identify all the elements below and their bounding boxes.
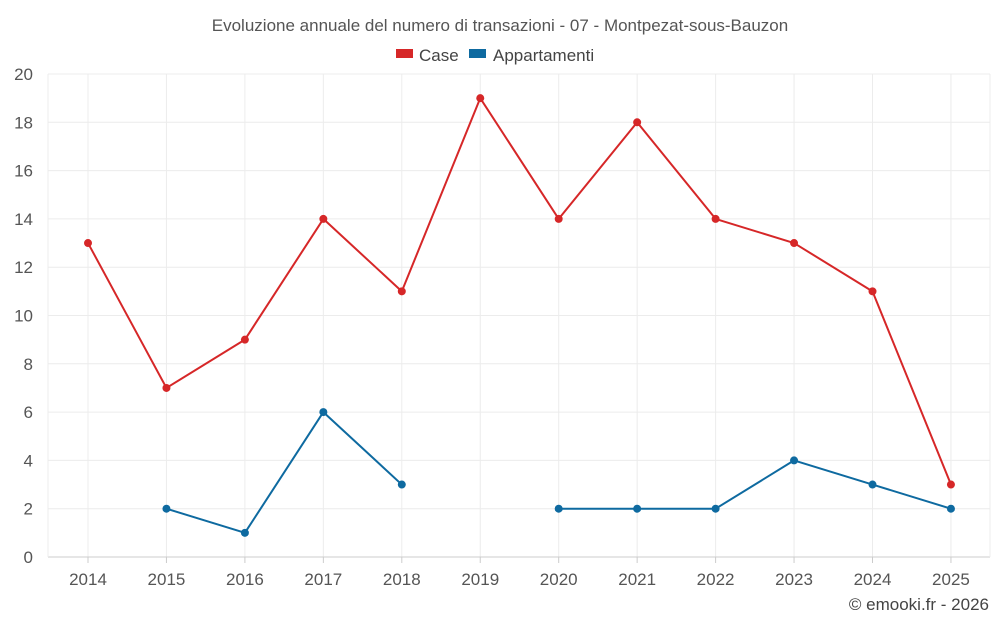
legend-swatch-case <box>396 49 413 58</box>
legend: Case Appartamenti <box>396 46 594 65</box>
data-point-case <box>84 239 92 248</box>
y-tick-label: 6 <box>24 403 33 422</box>
data-point-case <box>711 214 720 223</box>
y-tick-label: 0 <box>24 548 33 567</box>
series-line-appartamenti <box>166 411 403 534</box>
data-point-case <box>633 118 642 127</box>
data-point-appartamenti <box>633 504 642 513</box>
x-axis: 2014 2015 2016 2017 2018 2019 2020 2021 2022 2023… <box>69 570 970 589</box>
x-tick-label: 2017 <box>304 570 342 589</box>
data-point-appartamenti <box>711 504 720 513</box>
data-point-case <box>868 287 877 296</box>
chart-title: Evoluzione annuale del numero di transaz… <box>212 16 788 35</box>
data-point-appartamenti <box>319 408 328 417</box>
data-point-appartamenti <box>397 480 406 489</box>
x-tick-label: 2019 <box>461 570 499 589</box>
data-point-appartamenti <box>240 528 249 537</box>
credit-text: © emooki.fr - 2026 <box>849 595 989 614</box>
y-tick-label: 8 <box>24 355 33 374</box>
x-tick-label: 2014 <box>69 570 107 589</box>
x-tick-label: 2022 <box>697 570 735 589</box>
series-group <box>84 94 955 537</box>
data-point-case <box>240 335 249 344</box>
data-point-case <box>946 480 955 489</box>
data-point-appartamenti <box>790 456 799 465</box>
y-tick-label: 18 <box>14 113 33 132</box>
y-tick-label: 20 <box>14 65 33 84</box>
data-point-appartamenti <box>868 480 877 489</box>
x-tick-label: 2020 <box>540 570 578 589</box>
x-tick-label: 2024 <box>854 570 892 589</box>
y-tick-label: 4 <box>24 451 33 470</box>
data-point-appartamenti <box>946 504 955 513</box>
legend-label-case: Case <box>419 46 459 65</box>
x-tick-label: 2023 <box>775 570 813 589</box>
data-point-appartamenti <box>554 504 563 513</box>
grid <box>47 73 991 563</box>
y-axis: 0 2 4 6 8 10 12 14 16 18 20 <box>14 65 33 567</box>
legend-label-appartamenti: Appartamenti <box>493 46 594 65</box>
data-point-case <box>790 239 799 248</box>
data-point-case <box>319 214 328 223</box>
legend-swatch-appartamenti <box>469 49 486 58</box>
data-point-case <box>162 383 171 392</box>
y-tick-label: 12 <box>14 258 33 277</box>
y-tick-label: 10 <box>14 307 33 326</box>
data-point-case <box>397 287 406 296</box>
data-point-case <box>476 94 485 103</box>
y-tick-label: 16 <box>14 162 33 181</box>
x-tick-label: 2025 <box>932 570 970 589</box>
series-line-case <box>87 97 952 485</box>
data-point-appartamenti <box>162 504 171 513</box>
x-tick-label: 2016 <box>226 570 264 589</box>
x-tick-label: 2018 <box>383 570 421 589</box>
y-tick-label: 2 <box>24 500 33 519</box>
x-tick-label: 2021 <box>618 570 656 589</box>
x-tick-label: 2015 <box>148 570 186 589</box>
y-tick-label: 14 <box>14 210 33 229</box>
series-line-appartamenti <box>558 459 952 510</box>
data-point-case <box>554 214 563 223</box>
